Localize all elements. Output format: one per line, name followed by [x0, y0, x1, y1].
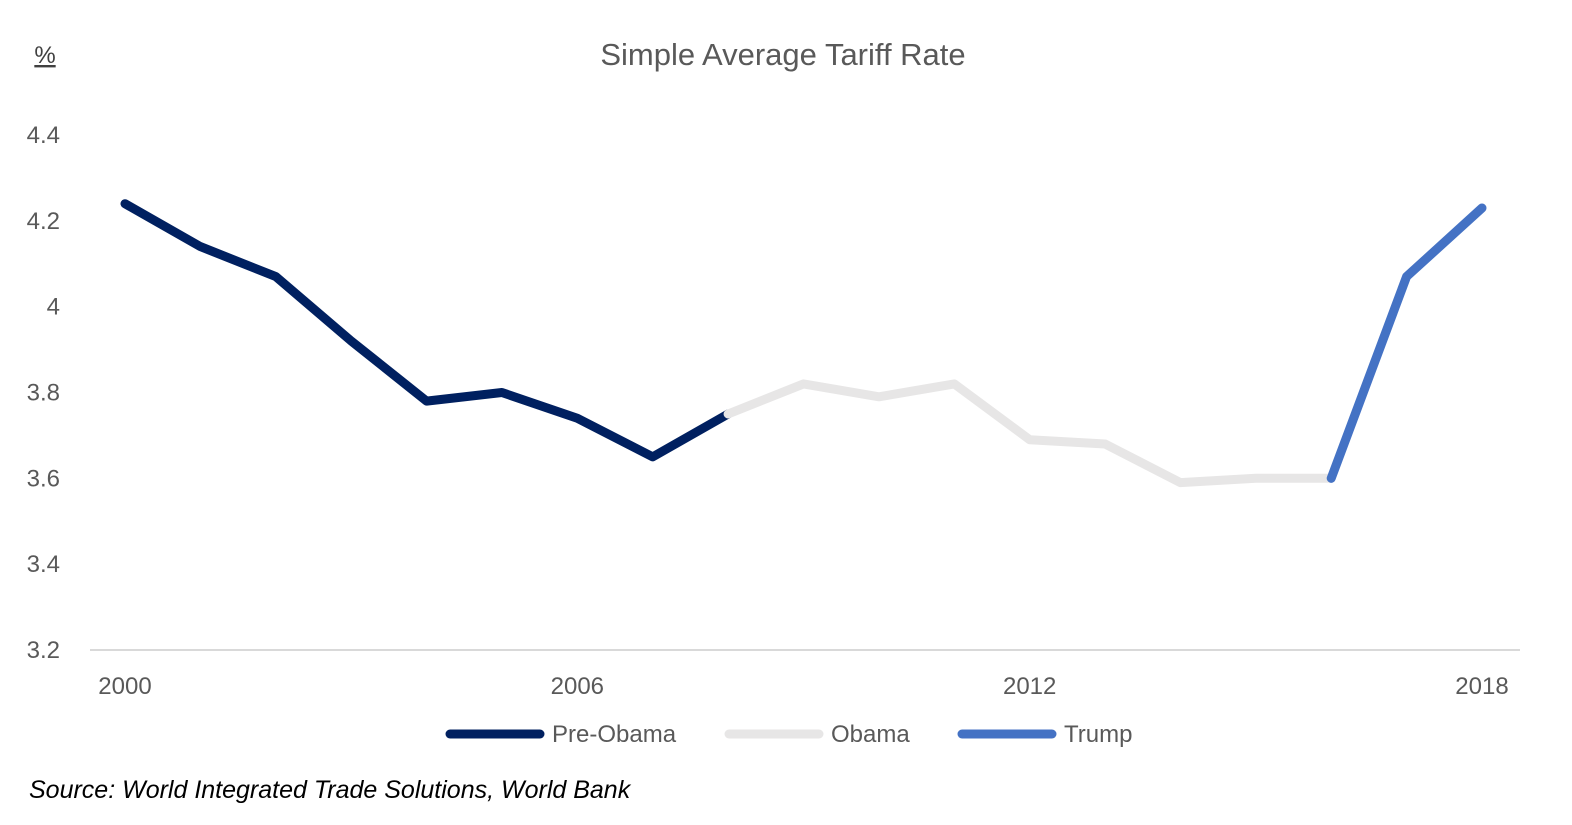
legend: Pre-Obama Obama Trump — [445, 721, 1132, 748]
y-tick-label: 4.4 — [27, 122, 60, 149]
x-tick-label: 2012 — [1003, 673, 1056, 700]
y-tick-label: 3.4 — [27, 551, 60, 578]
series-lines — [120, 199, 1487, 488]
x-tick-label: 2006 — [551, 673, 604, 700]
x-tick-label: 2000 — [98, 673, 151, 700]
legend-label-trump: Trump — [1064, 721, 1132, 748]
y-tick-label: 3.6 — [27, 465, 60, 492]
chart-title: Simple Average Tariff Rate — [600, 37, 965, 72]
series-line-trump — [1326, 203, 1487, 483]
y-tick-label: 3.2 — [27, 637, 60, 664]
series-line-obama — [723, 379, 1336, 488]
x-axis-ticks: 2000 2006 2012 2018 — [98, 673, 1508, 700]
legend-label-obama: Obama — [831, 721, 910, 748]
source-note: Source: World Integrated Trade Solutions… — [29, 776, 631, 804]
legend-label-pre-obama: Pre-Obama — [552, 721, 677, 748]
y-axis-ticks: 3.2 3.4 3.6 3.8 4 4.2 4.4 — [27, 122, 60, 664]
x-tick-label: 2018 — [1455, 673, 1508, 700]
y-tick-label: 3.8 — [27, 380, 60, 407]
series-line-pre-obama — [120, 199, 733, 462]
y-axis-unit-label: % — [34, 42, 55, 69]
y-tick-label: 4.2 — [27, 208, 60, 235]
y-tick-label: 4 — [47, 294, 60, 321]
